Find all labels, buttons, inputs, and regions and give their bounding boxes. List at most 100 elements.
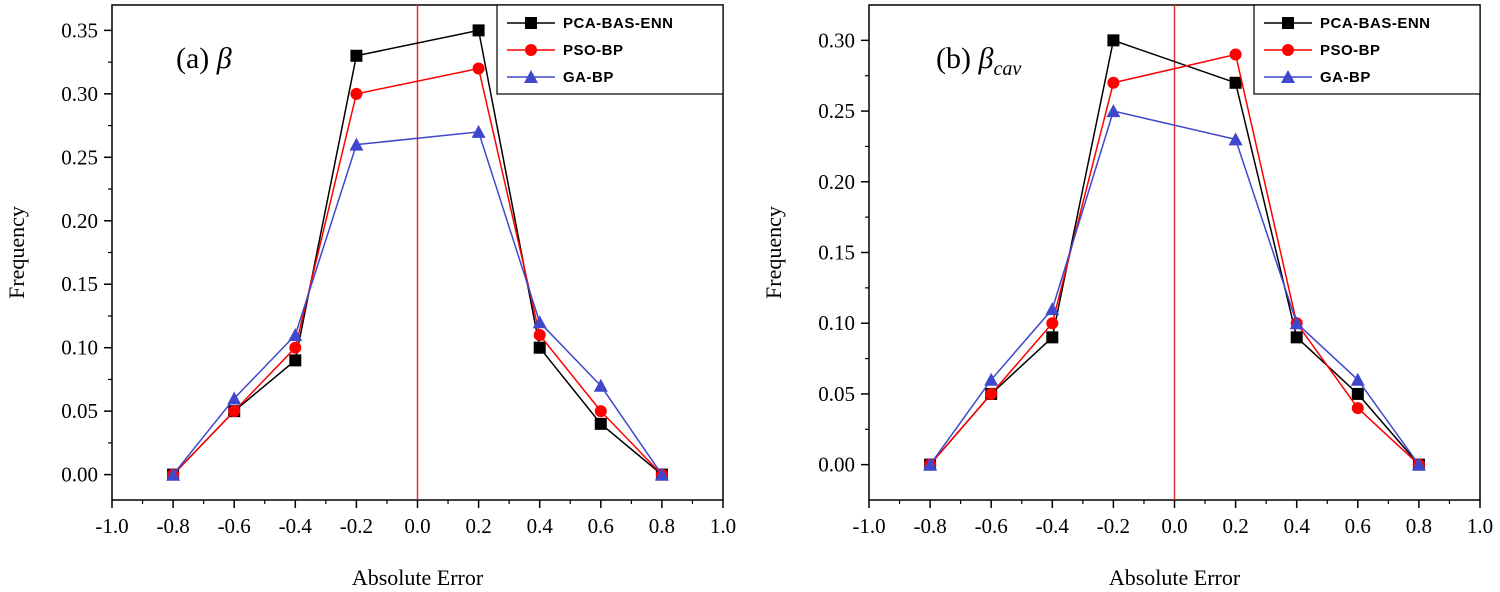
y-tick-label: 0.30 — [818, 28, 855, 52]
x-tick-label: 0.4 — [1284, 514, 1311, 538]
panel-letter: (b) — [936, 42, 978, 75]
data-point — [654, 467, 669, 481]
x-tick-label: -0.8 — [156, 514, 189, 538]
y-axis-label: Frequency — [4, 206, 29, 299]
y-tick-label: 0.00 — [61, 463, 98, 487]
data-point — [1046, 331, 1059, 344]
data-point — [1229, 48, 1242, 61]
series-line-ga-bp — [172, 131, 663, 476]
series-line-pca-bas-enn — [172, 29, 663, 476]
y-tick-label: 0.10 — [818, 311, 855, 335]
data-point — [532, 315, 547, 329]
data-point — [350, 49, 363, 62]
data-point — [533, 341, 546, 354]
legend-marker — [1282, 44, 1294, 56]
x-tick-label: -1.0 — [95, 514, 128, 538]
x-tick-label: -1.0 — [852, 514, 885, 538]
data-point — [594, 417, 607, 430]
data-point — [1289, 316, 1304, 330]
data-point — [984, 372, 999, 386]
data-point — [289, 341, 302, 354]
y-tick-label: 0.10 — [61, 336, 98, 360]
legend-item: PCA-BAS-ENN — [1264, 15, 1430, 32]
y-tick-label: 0.20 — [818, 170, 855, 194]
data-point — [1107, 76, 1120, 89]
chart-panel-a: -1.0 -0.8 -0.6 -0.4 -0.2 0.0 0.2 0.4 0.6 0.8 1.0 0.… — [4, 4, 736, 590]
x-tick-label: 0.2 — [1222, 514, 1248, 538]
y-tick-label: 0.25 — [818, 99, 855, 123]
x-axis-label: Absolute Error — [352, 565, 484, 590]
x-tick-label: -0.6 — [218, 514, 251, 538]
data-point — [289, 354, 302, 367]
x-tick-label: 0.4 — [527, 514, 554, 538]
data-point — [1350, 372, 1365, 386]
data-point — [1228, 132, 1243, 146]
panel-symbol: β — [977, 42, 993, 75]
y-tick-label: 0.00 — [818, 453, 855, 477]
x-tick-label: 0.2 — [465, 514, 491, 538]
series-line-pso-bp — [929, 53, 1420, 466]
x-tick-label: 0.8 — [1406, 514, 1432, 538]
y-tick-label: 0.25 — [61, 145, 98, 169]
data-point — [985, 387, 998, 400]
legend-label: PCA-BAS-ENN — [563, 15, 674, 32]
y-tick-label: 0.05 — [61, 399, 98, 423]
legend-marker — [1282, 17, 1294, 29]
y-tick-label: 0.35 — [61, 18, 98, 42]
legend-item: PSO-BP — [1264, 42, 1381, 59]
data-point — [533, 329, 546, 341]
legend-label: PSO-BP — [1320, 42, 1381, 59]
panel-title: (b) βcav — [936, 42, 1021, 80]
x-tick-label: 1.0 — [710, 514, 736, 538]
data-point — [594, 405, 607, 418]
x-tick-label: -0.2 — [1097, 514, 1130, 538]
panel-symbol-subscript: cav — [993, 58, 1021, 80]
data-point — [1106, 104, 1121, 118]
panel-letter: (a) — [176, 42, 217, 75]
data-point — [228, 405, 241, 418]
data-point — [1229, 76, 1242, 89]
data-point — [1411, 457, 1426, 471]
y-tick-label: 0.15 — [818, 241, 855, 265]
x-tick-label: -0.2 — [340, 514, 373, 538]
data-point — [1351, 387, 1364, 400]
data-point — [349, 137, 364, 151]
x-tick-label: 0.0 — [404, 514, 430, 538]
y-tick-label: 0.15 — [61, 272, 98, 296]
data-point — [1290, 331, 1303, 344]
legend-label: PSO-BP — [563, 42, 624, 59]
legend-item: PSO-BP — [507, 42, 624, 59]
y-tick-label: 0.05 — [818, 382, 855, 406]
x-tick-label: -0.4 — [1036, 514, 1070, 538]
data-point — [593, 378, 608, 392]
data-point — [227, 391, 242, 405]
data-point — [288, 328, 303, 341]
x-tick-label: 0.8 — [649, 514, 675, 538]
x-tick-label: -0.4 — [279, 514, 313, 538]
chart-panel-b: -1.0 -0.8 -0.6 -0.4 -0.2 0.0 0.2 0.4 0.6 0.8 1.0 0.… — [761, 4, 1493, 590]
legend-label: GA-BP — [1320, 69, 1371, 86]
legend-item: GA-BP — [507, 69, 613, 86]
legend: PCA-BAS-ENN PSO-BP GA-BP — [1253, 4, 1481, 95]
data-point — [472, 62, 485, 75]
panel-title: (a) β — [176, 42, 232, 75]
data-point — [1107, 34, 1120, 47]
data-point — [1045, 302, 1060, 316]
legend-item: GA-BP — [1264, 69, 1371, 86]
legend-marker — [524, 70, 538, 83]
panel-symbol: β — [216, 42, 232, 75]
x-axis-label: Absolute Error — [1109, 565, 1241, 590]
x-tick-label: -0.6 — [975, 514, 1008, 538]
data-point — [471, 124, 486, 138]
x-tick-label: 0.0 — [1161, 514, 1187, 538]
series-line-ga-bp — [929, 110, 1420, 466]
legend-item: PCA-BAS-ENN — [507, 15, 674, 32]
legend: PCA-BAS-ENN PSO-BP GA-BP — [496, 4, 724, 95]
legend-marker — [525, 44, 537, 56]
x-tick-label: -0.8 — [913, 514, 946, 538]
data-point — [1046, 317, 1059, 330]
data-point — [166, 467, 181, 481]
legend-marker — [1281, 70, 1295, 83]
y-axis-label: Frequency — [761, 206, 786, 299]
